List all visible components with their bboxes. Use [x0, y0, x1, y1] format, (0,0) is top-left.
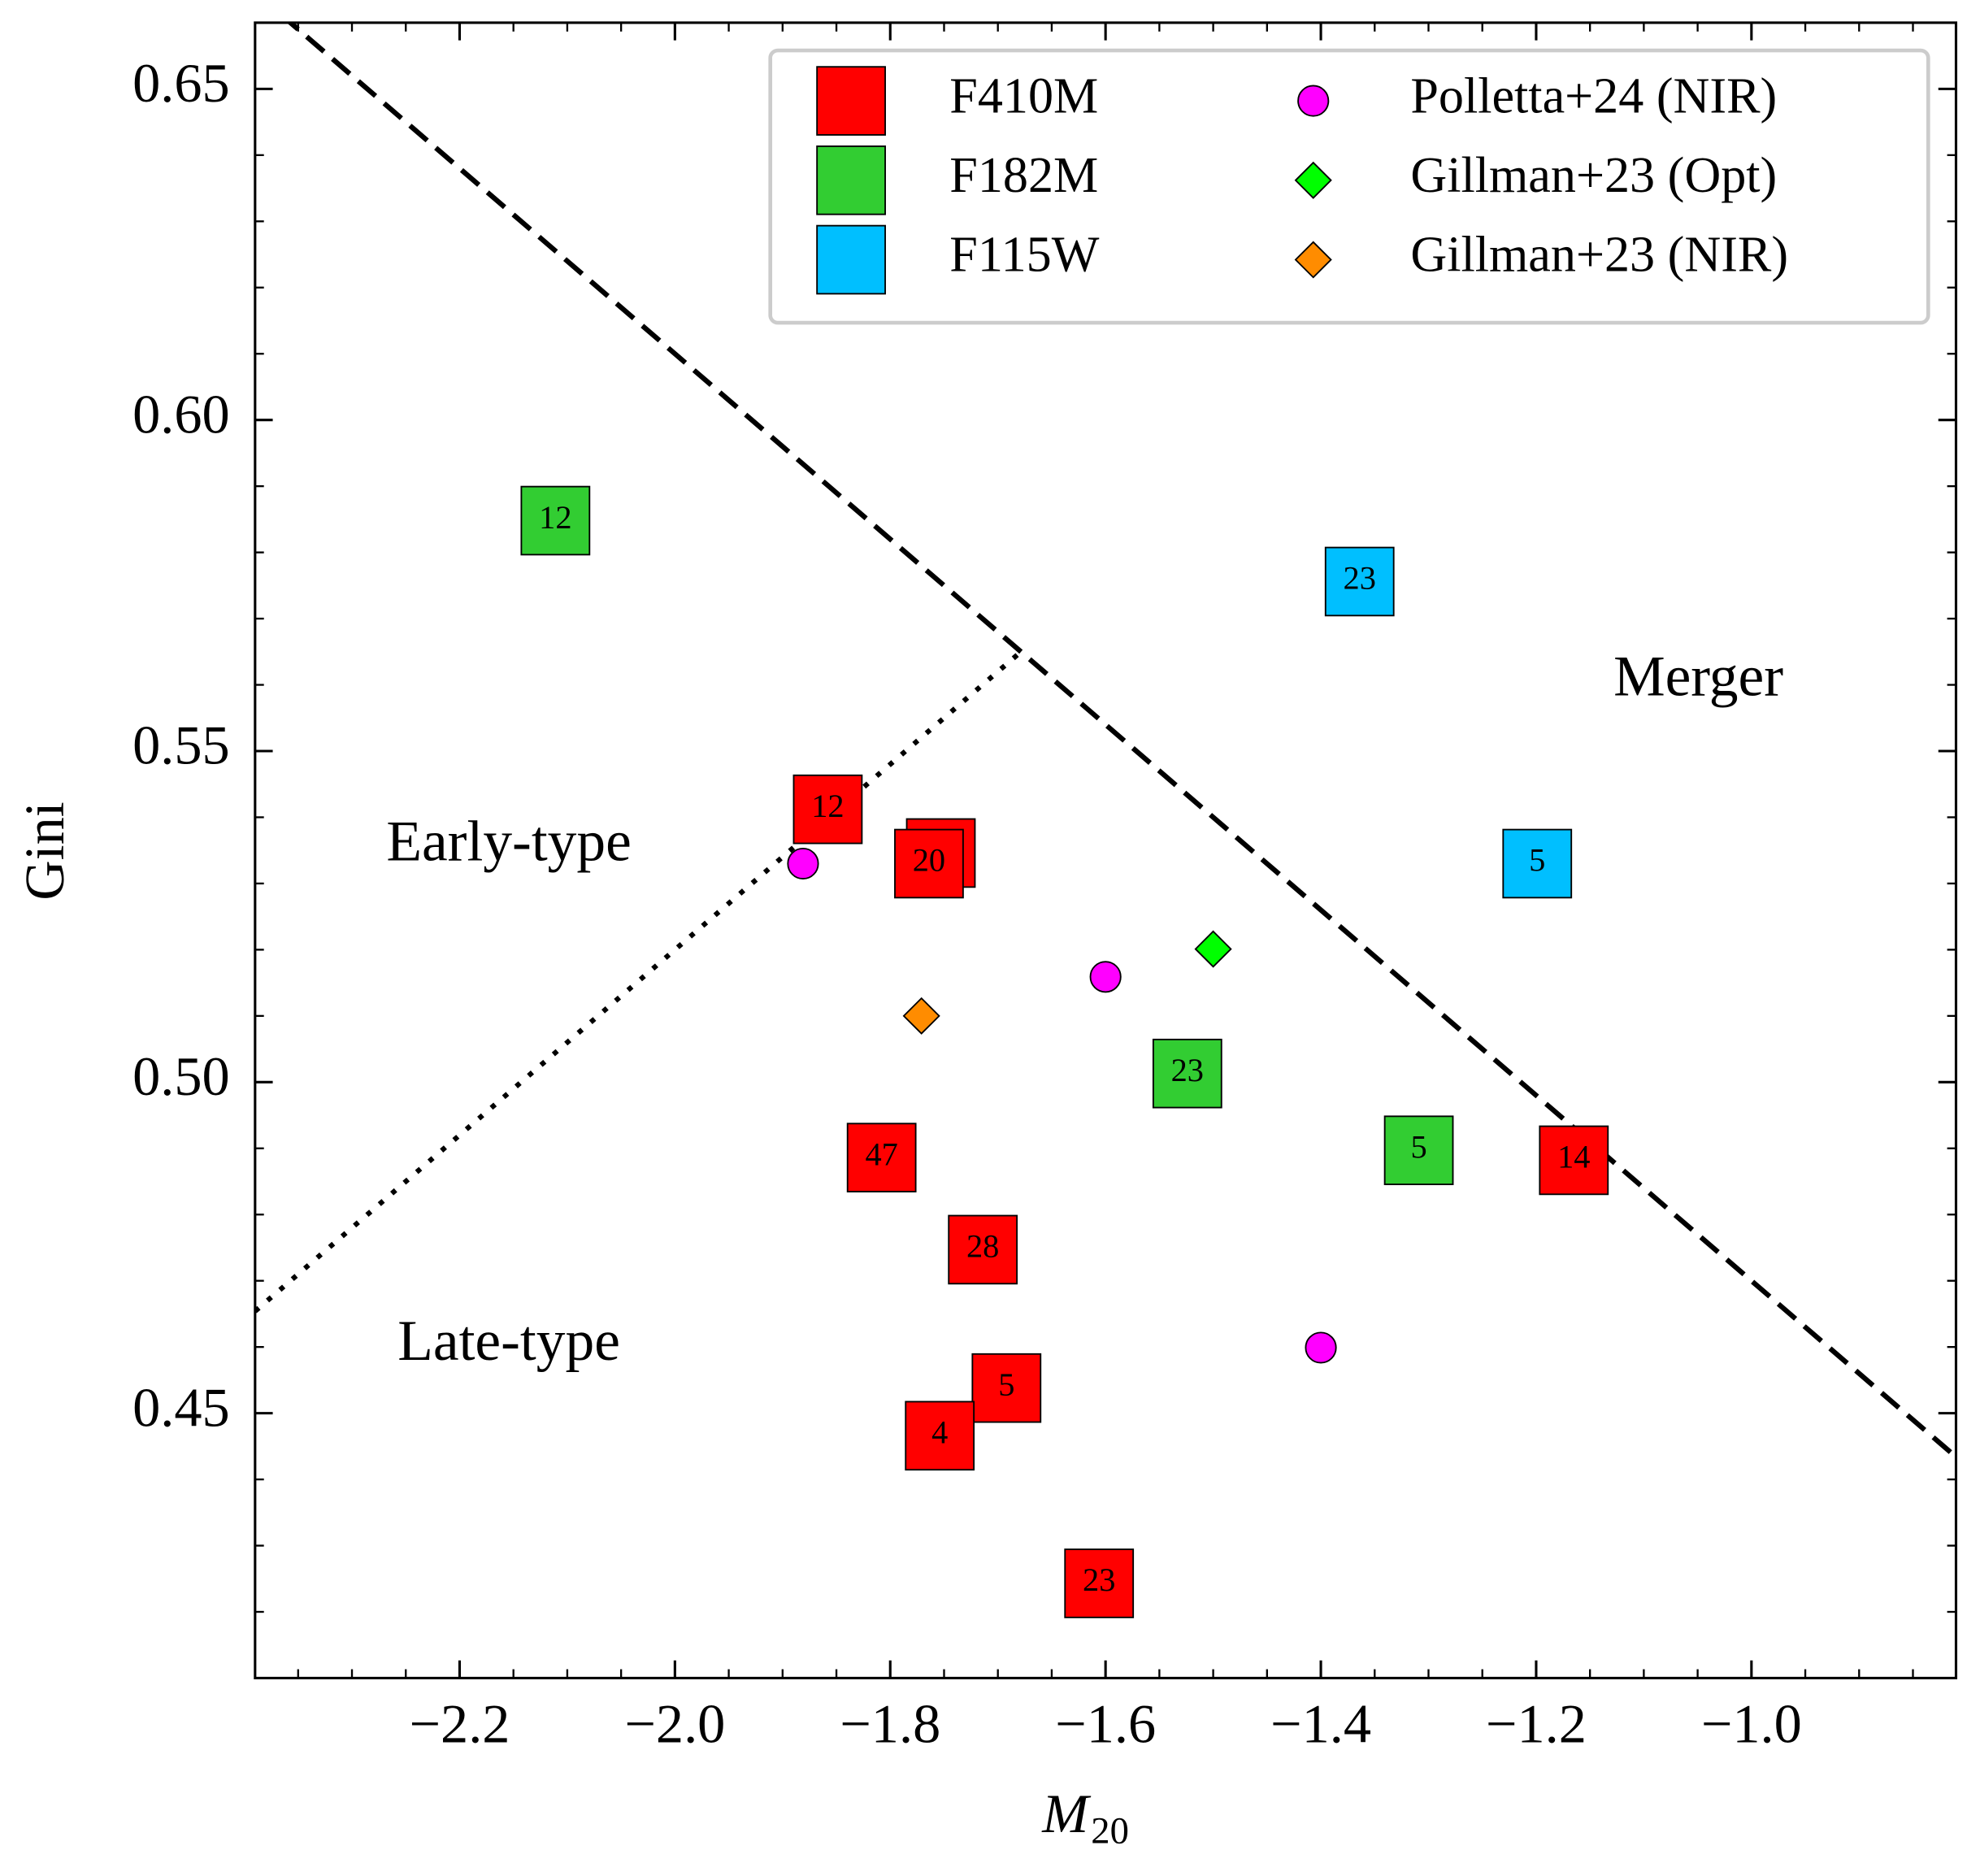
- legend-label: F115W: [949, 228, 1099, 283]
- y-tick-label: 0.45: [132, 1376, 230, 1438]
- point-label: 5: [1410, 1129, 1426, 1166]
- point-label: 47: [865, 1136, 897, 1172]
- circle-marker: [1305, 1331, 1337, 1364]
- x-tick-label: −1.4: [1270, 1693, 1371, 1755]
- y-tick-label: 0.50: [132, 1045, 230, 1107]
- square-marker: [816, 224, 886, 295]
- point-label: 28: [966, 1228, 999, 1265]
- square-marker: [1383, 1115, 1454, 1186]
- circle-marker: [787, 847, 819, 880]
- x-tick-label: −2.0: [624, 1693, 725, 1755]
- point-label: 4: [931, 1414, 948, 1451]
- circle-marker: [1089, 961, 1122, 993]
- point-label: 5: [1529, 842, 1545, 879]
- plot-area: [254, 22, 1956, 1459]
- plot-frame: [254, 21, 1958, 1680]
- diamond-marker: [902, 997, 940, 1035]
- square-marker: [520, 485, 591, 556]
- legend-label: Polletta+24 (NIR): [1410, 68, 1777, 124]
- square-marker: [905, 1400, 975, 1471]
- point-label: 23: [1344, 560, 1376, 597]
- region-label: Early-type: [386, 810, 632, 874]
- diamond-marker: [1194, 930, 1232, 968]
- square-marker: [816, 145, 886, 215]
- point-label: 12: [539, 499, 571, 536]
- legend-label: Gillman+23 (NIR): [1410, 228, 1788, 283]
- point-label: 14: [1557, 1139, 1590, 1175]
- square-marker: [948, 1214, 1018, 1285]
- x-tick-label: −2.2: [409, 1693, 510, 1755]
- region-label: Late-type: [397, 1309, 620, 1373]
- region-label: Merger: [1613, 645, 1783, 709]
- legend-box: [768, 48, 1930, 325]
- circle-marker: [1297, 85, 1330, 117]
- x-tick-label: −1.6: [1055, 1693, 1156, 1755]
- square-marker: [1324, 546, 1395, 617]
- point-label: 23: [1083, 1561, 1115, 1598]
- x-tick-label: −1.8: [840, 1693, 940, 1755]
- x-axis-label: M: [1041, 1783, 1092, 1844]
- square-marker: [816, 66, 886, 136]
- x-tick-label: −1.2: [1486, 1693, 1587, 1755]
- square-marker: [1064, 1548, 1135, 1618]
- legend-label: Gillman+23 (Opt): [1410, 148, 1777, 203]
- square-marker: [846, 1123, 917, 1192]
- point-label: 12: [811, 788, 844, 824]
- x-tick-label: −1.0: [1701, 1693, 1802, 1755]
- legend: F410M F182M F115W Polletta+24 (NIR) Gillman+…: [768, 48, 1930, 325]
- boundary-line: [254, 651, 1022, 1314]
- diamond-marker: [1294, 161, 1332, 199]
- point-label: 5: [998, 1366, 1014, 1403]
- y-axis-label: Gini: [14, 801, 76, 900]
- diamond-marker: [1294, 241, 1332, 279]
- legend-label: F182M: [949, 148, 1098, 203]
- y-tick-label: 0.60: [132, 383, 230, 445]
- y-tick-label: 0.65: [132, 52, 230, 114]
- x-axis-label-subscript: 20: [1091, 1811, 1129, 1852]
- square-marker: [971, 1353, 1042, 1423]
- square-marker: [1152, 1038, 1222, 1109]
- legend-label: F410M: [949, 68, 1098, 124]
- square-marker: [1539, 1125, 1609, 1196]
- square-marker: [792, 774, 863, 845]
- point-label: 20: [913, 842, 945, 879]
- square-marker: [894, 828, 964, 899]
- y-tick-label: 0.55: [132, 714, 230, 776]
- point-label: 23: [1171, 1052, 1204, 1088]
- square-marker: [1502, 828, 1573, 899]
